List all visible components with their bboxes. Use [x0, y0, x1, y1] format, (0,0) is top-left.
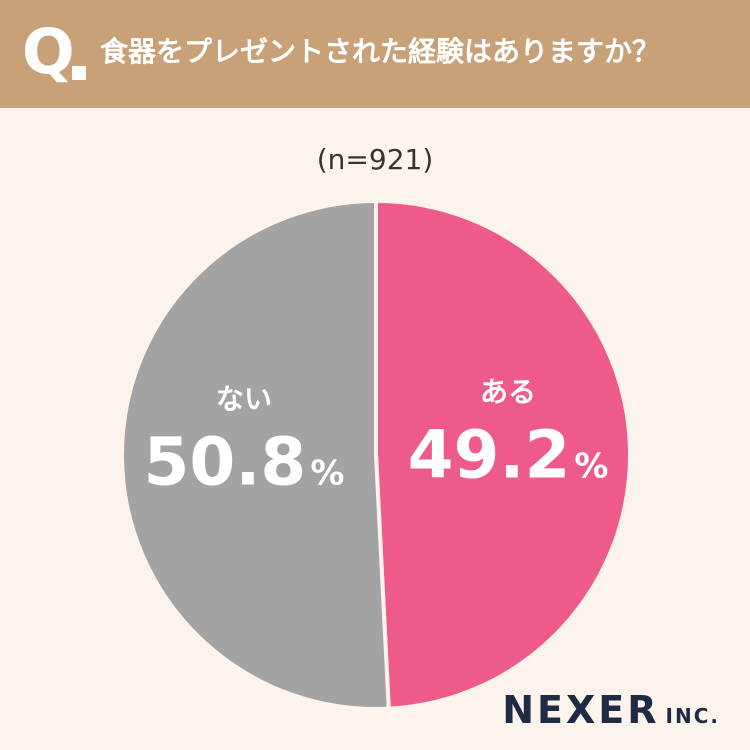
slice-value-0: 49.2%	[408, 417, 609, 494]
brand-name: NEXER	[502, 688, 660, 732]
pie-slices	[120, 199, 632, 711]
brand-suffix: INC.	[665, 704, 720, 728]
q-mark: Q	[22, 15, 75, 88]
pie-slice-1	[120, 199, 391, 711]
question-text: 食器をプレゼントされた経験はありますか？	[100, 35, 661, 68]
slice-value-1: 50.8%	[144, 423, 345, 500]
sample-size: (n=921)	[316, 143, 434, 176]
slice-label-1: ない	[216, 382, 272, 415]
pie-slice-0	[374, 199, 632, 711]
pie-labels: ある 49.2 % ない 50.8%	[144, 376, 609, 501]
q-mark-dot	[72, 66, 86, 80]
slice-label-0: ある	[480, 376, 536, 409]
brand-logo: NEXER INC.	[502, 688, 720, 732]
question-header: Q 食器をプレゼントされた経験はありますか？	[0, 0, 750, 108]
